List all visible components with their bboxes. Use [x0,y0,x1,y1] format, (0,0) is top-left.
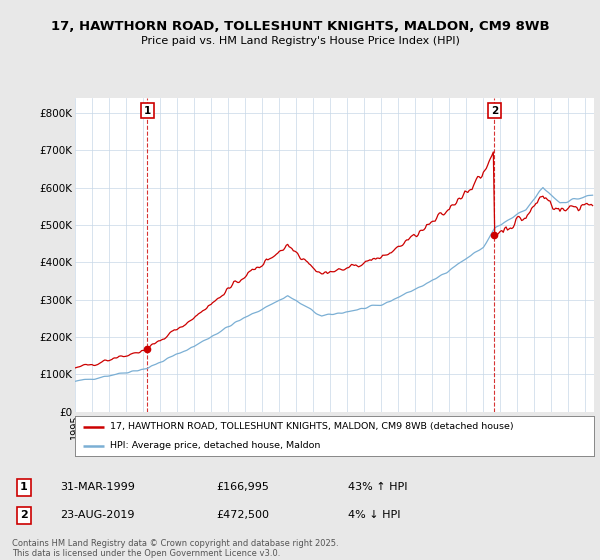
Text: 2: 2 [20,510,28,520]
Text: £166,995: £166,995 [216,482,269,492]
Text: 31-MAR-1999: 31-MAR-1999 [60,482,135,492]
Text: 17, HAWTHORN ROAD, TOLLESHUNT KNIGHTS, MALDON, CM9 8WB (detached house): 17, HAWTHORN ROAD, TOLLESHUNT KNIGHTS, M… [110,422,514,431]
Text: £472,500: £472,500 [216,510,269,520]
Text: 1: 1 [143,106,151,116]
Text: 23-AUG-2019: 23-AUG-2019 [60,510,134,520]
Text: Price paid vs. HM Land Registry's House Price Index (HPI): Price paid vs. HM Land Registry's House … [140,36,460,46]
Text: HPI: Average price, detached house, Maldon: HPI: Average price, detached house, Mald… [110,441,320,450]
Text: 2: 2 [491,106,498,116]
Text: 43% ↑ HPI: 43% ↑ HPI [348,482,407,492]
Text: 17, HAWTHORN ROAD, TOLLESHUNT KNIGHTS, MALDON, CM9 8WB: 17, HAWTHORN ROAD, TOLLESHUNT KNIGHTS, M… [50,20,550,32]
Text: 1: 1 [20,482,28,492]
Text: Contains HM Land Registry data © Crown copyright and database right 2025.
This d: Contains HM Land Registry data © Crown c… [12,539,338,558]
Text: 4% ↓ HPI: 4% ↓ HPI [348,510,401,520]
